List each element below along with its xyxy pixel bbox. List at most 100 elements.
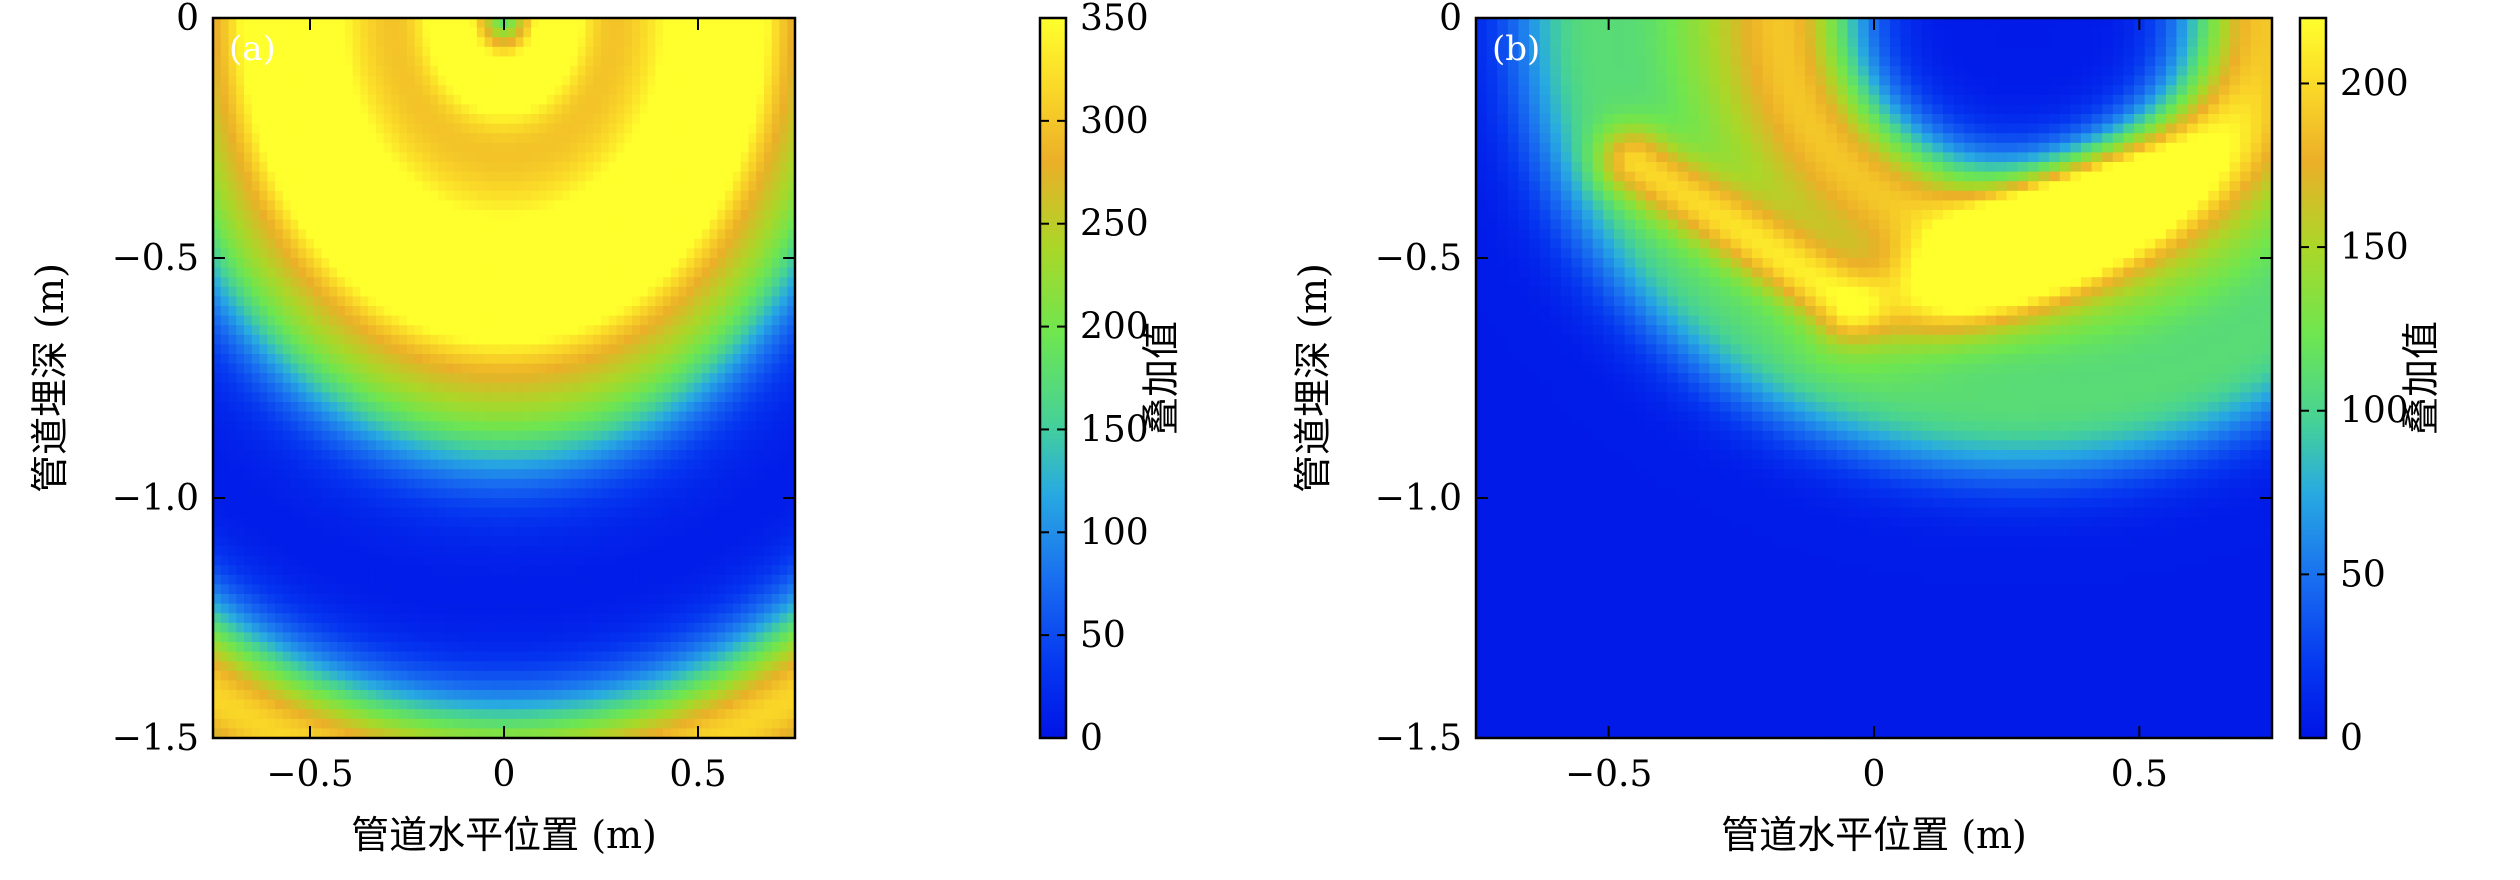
heatmap-cell (213, 142, 222, 153)
heatmap-cell (407, 46, 416, 57)
heatmap-cell (492, 152, 501, 163)
heatmap-cell (313, 574, 323, 585)
heatmap-cell (337, 181, 346, 192)
heatmap-cell (461, 642, 470, 653)
heatmap-cell (523, 430, 532, 441)
heatmap-cell (624, 651, 633, 662)
heatmap-cell (624, 517, 633, 528)
heatmap-cell (344, 325, 354, 336)
heatmap-cell (306, 46, 315, 57)
heatmap-cell (569, 709, 579, 720)
heatmap-cell (407, 450, 416, 461)
heatmap-cell (469, 450, 478, 461)
heatmap-cell (709, 18, 718, 29)
heatmap-cell (507, 46, 517, 57)
heatmap-cell (709, 718, 718, 729)
heatmap-cell (670, 555, 680, 566)
heatmap-cell (492, 622, 501, 633)
heatmap-cell (275, 190, 284, 201)
heatmap-cell (228, 651, 237, 662)
heatmap-cell (639, 498, 649, 509)
heatmap-cell (445, 718, 455, 729)
heatmap-cell (461, 248, 470, 259)
heatmap-cell (267, 344, 276, 355)
heatmap-cell (632, 517, 641, 528)
heatmap-cell (383, 85, 393, 96)
heatmap-cell (507, 526, 517, 537)
heatmap-cell (213, 27, 222, 38)
heatmap-cell (313, 354, 323, 365)
heatmap-cell (515, 56, 524, 67)
heatmap-cell (523, 190, 532, 201)
heatmap-cell (593, 152, 602, 163)
heatmap-cell (228, 363, 237, 374)
heatmap-cell (523, 536, 532, 547)
heatmap-cell (546, 382, 556, 393)
heatmap-cell (678, 402, 687, 413)
heatmap-cell (484, 392, 493, 403)
heatmap-cell (275, 248, 284, 259)
heatmap-cell (453, 670, 462, 681)
heatmap-cell (438, 709, 447, 720)
heatmap-cell (655, 229, 664, 240)
heatmap-cell (523, 56, 532, 67)
heatmap-cell (484, 277, 493, 288)
heatmap-cell (259, 584, 268, 595)
heatmap-cell (259, 75, 268, 86)
heatmap-cell (228, 123, 237, 134)
heatmap-cell (616, 555, 625, 566)
heatmap-cell (298, 94, 307, 105)
heatmap-cell (507, 440, 517, 451)
heatmap-cell (453, 354, 462, 365)
heatmap-cell (500, 181, 509, 192)
heatmap-cell (569, 354, 579, 365)
heatmap-cell (616, 344, 625, 355)
heatmap-cell (407, 75, 416, 86)
heatmap-cell (507, 584, 517, 595)
heatmap-cell (538, 622, 548, 633)
heatmap-cell (585, 603, 594, 614)
heatmap-cell (329, 661, 338, 672)
heatmap-cell (360, 219, 369, 230)
heatmap-cell (569, 680, 579, 691)
heatmap-cell (500, 526, 509, 537)
heatmap-cell (375, 37, 385, 48)
heatmap-cell (476, 613, 486, 624)
heatmap-cell (469, 344, 478, 355)
heatmap-cell (453, 104, 462, 115)
heatmap-cell (632, 382, 641, 393)
heatmap-cell (632, 642, 641, 653)
heatmap-cell (476, 421, 486, 432)
heatmap-cell (290, 469, 299, 480)
heatmap-cell (251, 286, 261, 297)
heatmap-cell (430, 670, 439, 681)
heatmap-cell (259, 680, 268, 691)
heatmap-cell (616, 296, 625, 307)
heatmap-cell (523, 37, 532, 48)
heatmap-cell (259, 642, 268, 653)
heatmap-cell (290, 142, 299, 153)
heatmap-cell (259, 85, 268, 96)
heatmap-cell (375, 258, 385, 269)
heatmap-cell (554, 459, 563, 470)
heatmap-cell (624, 171, 633, 182)
heatmap-cell (515, 94, 524, 105)
heatmap-cell (632, 584, 641, 595)
heatmap-cell (725, 123, 734, 134)
heatmap-cell (701, 94, 711, 105)
heatmap-cell (220, 622, 230, 633)
heatmap-cell (500, 613, 509, 624)
heatmap-cell (709, 450, 718, 461)
heatmap-cell (220, 488, 230, 499)
heatmap-cell (360, 354, 369, 365)
heatmap-cell (275, 613, 284, 624)
heatmap-cell (515, 142, 524, 153)
heatmap-cell (430, 190, 439, 201)
heatmap-cell (554, 267, 563, 278)
heatmap-cell (282, 584, 292, 595)
heatmap-cell (492, 450, 501, 461)
heatmap-cell (360, 584, 369, 595)
heatmap-cell (383, 296, 393, 307)
heatmap-cell (531, 344, 540, 355)
heatmap-cell (360, 613, 369, 624)
